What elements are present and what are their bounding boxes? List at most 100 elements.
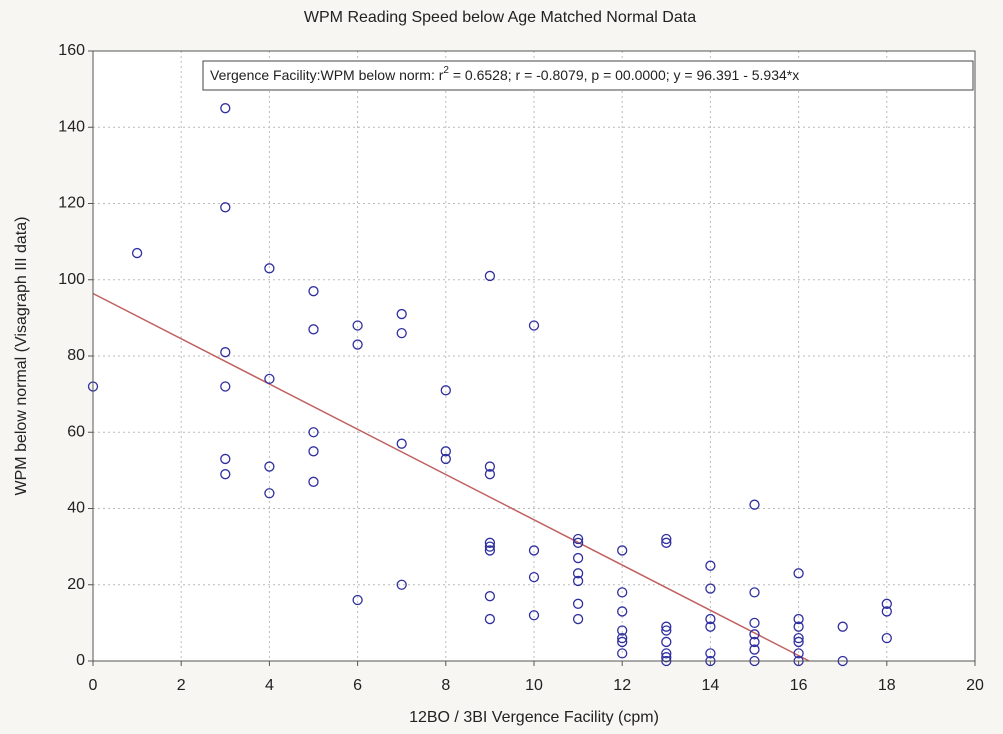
y-axis-label: WPM below normal (Visagraph III data) xyxy=(13,217,30,496)
point xyxy=(308,324,319,335)
x-tick-label: 18 xyxy=(878,677,896,694)
point xyxy=(749,499,760,510)
x-tick-label: 10 xyxy=(525,677,543,694)
point xyxy=(484,545,496,556)
x-tick-label: 2 xyxy=(177,677,186,694)
point xyxy=(705,613,716,625)
point xyxy=(793,648,804,659)
x-axis-label: 12BO / 3BI Vergence Facility (cpm) xyxy=(409,709,659,726)
point xyxy=(440,385,451,396)
point xyxy=(617,632,628,644)
point xyxy=(572,537,584,548)
y-tick-label: 20 xyxy=(67,576,85,593)
point xyxy=(220,381,231,392)
y-tick-label: 140 xyxy=(58,118,85,135)
y-tick-label: 120 xyxy=(58,195,85,212)
point xyxy=(396,579,407,590)
point xyxy=(617,545,628,556)
point xyxy=(484,469,496,480)
point xyxy=(264,461,275,472)
y-tick-label: 0 xyxy=(76,652,85,669)
annotation-sup: 2 xyxy=(443,65,449,76)
point xyxy=(793,621,804,632)
point xyxy=(308,427,319,438)
point xyxy=(749,617,760,629)
point xyxy=(661,625,672,636)
x-tick-label: 4 xyxy=(265,677,274,694)
point xyxy=(352,320,363,331)
point xyxy=(661,533,672,545)
point xyxy=(572,598,584,609)
point xyxy=(837,621,848,632)
point xyxy=(484,541,496,552)
point xyxy=(528,571,540,583)
point xyxy=(749,636,760,648)
point xyxy=(661,652,672,663)
point xyxy=(484,537,496,548)
point xyxy=(661,537,672,548)
point xyxy=(440,446,451,457)
point xyxy=(308,476,319,487)
point xyxy=(572,568,584,579)
y-tick-label: 60 xyxy=(67,423,85,440)
x-tick-label: 8 xyxy=(441,677,450,694)
point xyxy=(572,575,584,587)
point xyxy=(793,636,804,648)
point xyxy=(793,568,804,579)
point xyxy=(308,446,319,457)
x-tick-label: 16 xyxy=(790,677,808,694)
point xyxy=(220,469,231,480)
point xyxy=(264,488,275,499)
point xyxy=(220,347,231,358)
point xyxy=(617,648,628,659)
point xyxy=(528,545,540,556)
point xyxy=(793,632,804,644)
x-tick-label: 0 xyxy=(89,677,98,694)
point xyxy=(572,552,584,564)
x-tick-label: 20 xyxy=(966,677,984,694)
point xyxy=(572,613,584,625)
fit-line xyxy=(92,292,810,662)
point xyxy=(528,610,540,621)
point xyxy=(661,621,672,632)
point xyxy=(308,286,319,297)
point xyxy=(617,636,628,648)
point xyxy=(749,629,760,640)
annotation-text: Vergence Facility:WPM below norm: r xyxy=(210,67,444,83)
point xyxy=(705,621,716,632)
point xyxy=(484,461,496,472)
point xyxy=(749,587,760,598)
y-tick-label: 100 xyxy=(58,271,85,288)
point xyxy=(440,453,451,465)
point xyxy=(484,591,496,602)
point xyxy=(793,613,804,625)
y-tick-label: 40 xyxy=(67,500,85,517)
point xyxy=(264,373,275,385)
point xyxy=(396,327,407,339)
point xyxy=(220,103,231,114)
point xyxy=(396,438,407,449)
point xyxy=(528,320,540,331)
point xyxy=(705,583,716,594)
x-tick-label: 14 xyxy=(702,677,720,694)
plot-frame xyxy=(92,50,976,662)
point xyxy=(264,263,275,274)
point xyxy=(352,594,363,606)
y-tick-label: 160 xyxy=(58,42,85,59)
point xyxy=(705,648,716,659)
point xyxy=(220,202,231,213)
point xyxy=(881,598,892,609)
point xyxy=(881,632,892,644)
point xyxy=(572,533,584,545)
point xyxy=(131,247,143,259)
annotation: Vergence Facility:WPM below norm: r2 = 0… xyxy=(210,65,799,83)
point xyxy=(749,644,760,655)
annotation-text: = 0.6528; r = -0.8079, p = 00.0000; y = … xyxy=(449,67,799,83)
point xyxy=(617,625,628,636)
point xyxy=(484,613,496,625)
point xyxy=(220,453,231,465)
x-tick-label: 12 xyxy=(613,677,631,694)
annotation-box xyxy=(202,60,974,91)
